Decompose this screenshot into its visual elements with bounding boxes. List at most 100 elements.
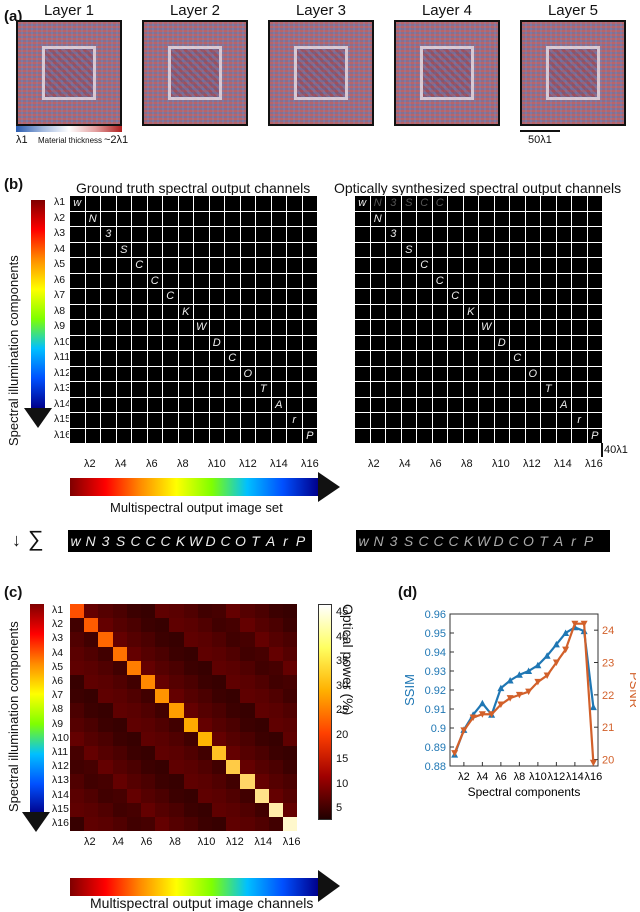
grid-cell <box>385 257 402 274</box>
grid-cell <box>162 272 179 289</box>
heatmap-cell <box>254 788 269 803</box>
grid-cell <box>146 241 163 258</box>
row-label: λ2 <box>54 211 66 224</box>
grid-cell <box>115 412 132 429</box>
grid-cell <box>100 381 117 398</box>
grid-cell <box>462 257 479 274</box>
grid-cell <box>301 365 318 382</box>
heatmap-cell <box>98 646 113 661</box>
grid-cell <box>354 365 371 382</box>
sum-glyph: r <box>571 533 576 549</box>
optical-power-tick: 5 <box>336 802 343 814</box>
grid-cell <box>69 396 86 413</box>
heatmap-cell <box>126 632 141 647</box>
grid-cell <box>586 272 603 289</box>
grid-cell <box>270 288 287 305</box>
heatmap-cell <box>98 689 113 704</box>
grid-cell <box>115 272 132 289</box>
heatmap-row-label: λ7 <box>52 689 64 702</box>
grid-cell <box>193 350 210 367</box>
grid-cell <box>447 334 464 351</box>
y-tick-label: 0.95 <box>425 628 446 640</box>
grid-cell <box>100 303 117 320</box>
column-tick-right: λ6 <box>430 458 442 470</box>
grid-cell <box>131 226 148 243</box>
heatmap-cell <box>283 788 298 803</box>
grid-cell <box>69 319 86 336</box>
grid-cell <box>416 319 433 336</box>
heatmap-cell <box>112 788 127 803</box>
grid-cell <box>524 288 541 305</box>
heatmap-cell <box>70 632 85 647</box>
grid-cell <box>431 427 448 444</box>
heatmap-cell <box>84 774 99 789</box>
grid-cell <box>571 288 588 305</box>
layer-title: Layer 2 <box>169 2 221 19</box>
grid-cell <box>524 381 541 398</box>
grid-cell <box>115 195 132 212</box>
grid-cell: K <box>177 303 194 320</box>
grid-cell <box>540 303 557 320</box>
grid-cell: C <box>224 350 241 367</box>
grid-cell <box>84 350 101 367</box>
heatmap-cell <box>283 660 298 675</box>
grid-cell <box>447 226 464 243</box>
grid-cell <box>224 412 241 429</box>
grid-cell <box>239 272 256 289</box>
grid-cell <box>354 427 371 444</box>
grid-cell <box>555 412 572 429</box>
grid-cell <box>84 319 101 336</box>
grid-cell <box>478 365 495 382</box>
grid-cell <box>540 365 557 382</box>
grid-cell <box>509 272 526 289</box>
grid-cell <box>239 210 256 227</box>
heatmap-cell <box>141 802 156 817</box>
grid-cell <box>586 241 603 258</box>
heatmap-cell <box>283 774 298 789</box>
grid-cell <box>369 396 386 413</box>
grid-cell: C <box>431 195 448 212</box>
grid-cell <box>571 427 588 444</box>
grid-cell <box>162 396 179 413</box>
grid-cell <box>270 257 287 274</box>
heatmap-cell <box>254 689 269 704</box>
heatmap-cell <box>268 817 283 832</box>
heatmap-cell <box>112 675 127 690</box>
column-tick-right: λ8 <box>461 458 473 470</box>
grid-cell <box>177 412 194 429</box>
grid-cell <box>400 257 417 274</box>
column-tick-left: λ6 <box>146 458 158 470</box>
grid-cell <box>369 257 386 274</box>
grid-cell <box>224 257 241 274</box>
row-label: λ12 <box>54 366 71 379</box>
grid-cell <box>369 241 386 258</box>
heatmap-cell <box>98 717 113 732</box>
psnr-point <box>543 672 551 679</box>
grid-cell <box>540 319 557 336</box>
panel-c-y-axis-label: Spectral illumination components <box>6 621 21 812</box>
grid-cell <box>255 195 272 212</box>
grid-cell <box>385 303 402 320</box>
grid-cell <box>509 288 526 305</box>
grid-cell <box>301 412 318 429</box>
grid-cell <box>354 210 371 227</box>
sum-glyph: C <box>508 533 519 549</box>
grid-cell <box>354 350 371 367</box>
heatmap-cell <box>240 675 255 690</box>
grid-cell <box>239 226 256 243</box>
grid-cell <box>193 210 210 227</box>
grid-cell <box>524 396 541 413</box>
layer-center-region <box>42 46 96 100</box>
optical-power-tick: 10 <box>336 777 349 790</box>
grid-cell <box>100 427 117 444</box>
grid-cell <box>524 272 541 289</box>
sum-glyph: C <box>145 533 156 549</box>
grid-cell <box>84 412 101 429</box>
grid-cell <box>270 272 287 289</box>
grid-cell <box>555 381 572 398</box>
grid-cell: N <box>369 195 386 212</box>
heatmap-cell <box>268 618 283 633</box>
ssim-point <box>552 640 560 648</box>
grid-cell <box>177 241 194 258</box>
layer-title: Layer 3 <box>295 2 347 19</box>
